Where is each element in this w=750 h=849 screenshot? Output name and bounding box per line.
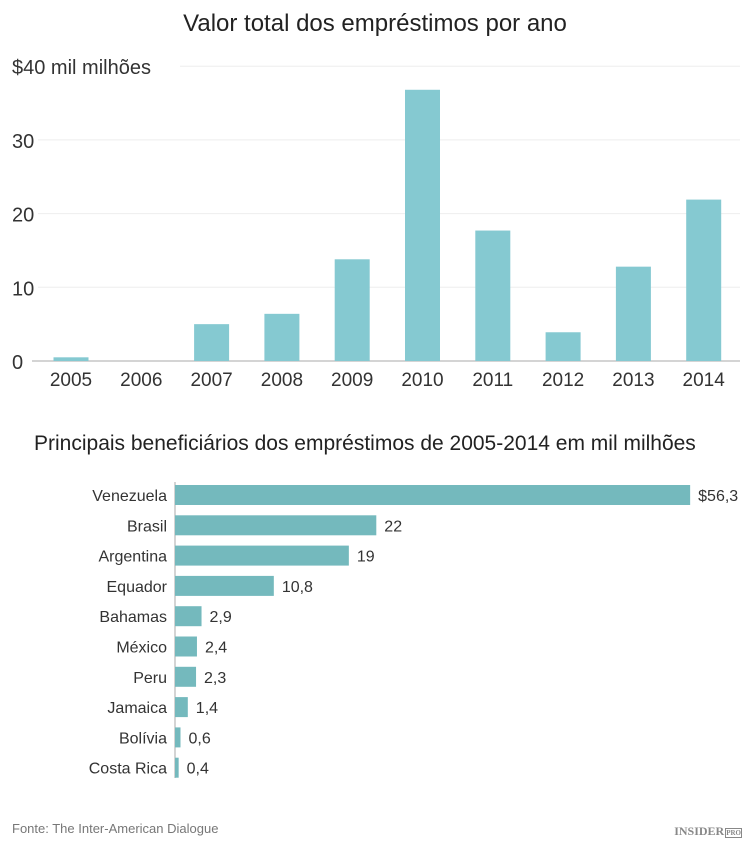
- bar-Bahamas: [175, 606, 202, 627]
- data-label: 19: [357, 549, 375, 566]
- category-label: Costa Rica: [89, 761, 167, 778]
- bar-2009: [334, 259, 370, 361]
- x-tick-label: 2006: [120, 370, 162, 391]
- data-label: 2,3: [204, 670, 226, 687]
- bar-2011: [475, 230, 511, 361]
- category-label: Venezuela: [92, 488, 167, 505]
- x-tick-label: 2010: [401, 370, 443, 391]
- bar-Jamaica: [175, 697, 188, 718]
- data-label: 1,4: [196, 700, 218, 717]
- data-label: 2,4: [205, 640, 227, 657]
- bar-Equador: [175, 575, 274, 596]
- bar-2012: [545, 332, 581, 361]
- data-label: 0,6: [188, 730, 210, 747]
- bar-Brasil: [175, 515, 377, 536]
- bar-2008: [264, 313, 300, 361]
- bar-2013: [615, 266, 651, 361]
- chart-title-1: Valor total dos empréstimos por ano: [183, 10, 567, 37]
- bar-Costa Rica: [175, 757, 179, 778]
- x-tick-label: 2013: [612, 370, 654, 391]
- category-label: Bahamas: [99, 609, 167, 626]
- category-label: México: [116, 640, 167, 657]
- x-tick-label: 2012: [542, 370, 584, 391]
- bar-Peru: [175, 666, 197, 687]
- y-tick-label: 10: [12, 278, 34, 300]
- y-tick-label: 30: [12, 131, 34, 153]
- bar-2005: [53, 357, 89, 361]
- data-label: 10,8: [282, 579, 313, 596]
- bar-2007: [194, 324, 230, 361]
- category-label: Peru: [133, 670, 167, 687]
- bar-Argentina: [175, 545, 349, 566]
- bar-Venezuela: [175, 485, 691, 505]
- bar-2010: [405, 89, 440, 361]
- source-note: Fonte: The Inter-American Dialogue: [12, 821, 219, 836]
- data-label: $56,3: [698, 488, 738, 505]
- category-label: Brasil: [127, 518, 167, 535]
- y-tick-label: 0: [12, 352, 23, 374]
- x-tick-label: 2009: [331, 370, 373, 391]
- data-label: 2,9: [210, 609, 232, 626]
- category-label: Bolívia: [119, 730, 167, 747]
- category-label: Equador: [107, 579, 168, 596]
- category-label: Argentina: [99, 549, 168, 566]
- x-tick-label: 2007: [190, 370, 232, 391]
- insider-pro-logo: INSIDER PRO: [674, 824, 742, 838]
- bar-México: [175, 636, 197, 657]
- data-label: 22: [384, 518, 402, 535]
- x-tick-label: 2014: [683, 370, 726, 391]
- x-tick-label: 2011: [472, 370, 513, 391]
- y-tick-label: 20: [12, 205, 34, 227]
- category-label: Jamaica: [107, 700, 167, 717]
- chart-title-2: Principais beneficiários dos empréstimos…: [34, 432, 696, 455]
- y-tick-label: $40 mil milhões: [12, 57, 151, 79]
- data-label: 0,4: [187, 761, 209, 778]
- x-tick-label: 2008: [261, 370, 303, 391]
- x-tick-label: 2005: [50, 370, 92, 391]
- bar-2014: [686, 199, 722, 361]
- bar-Bolívia: [175, 727, 181, 748]
